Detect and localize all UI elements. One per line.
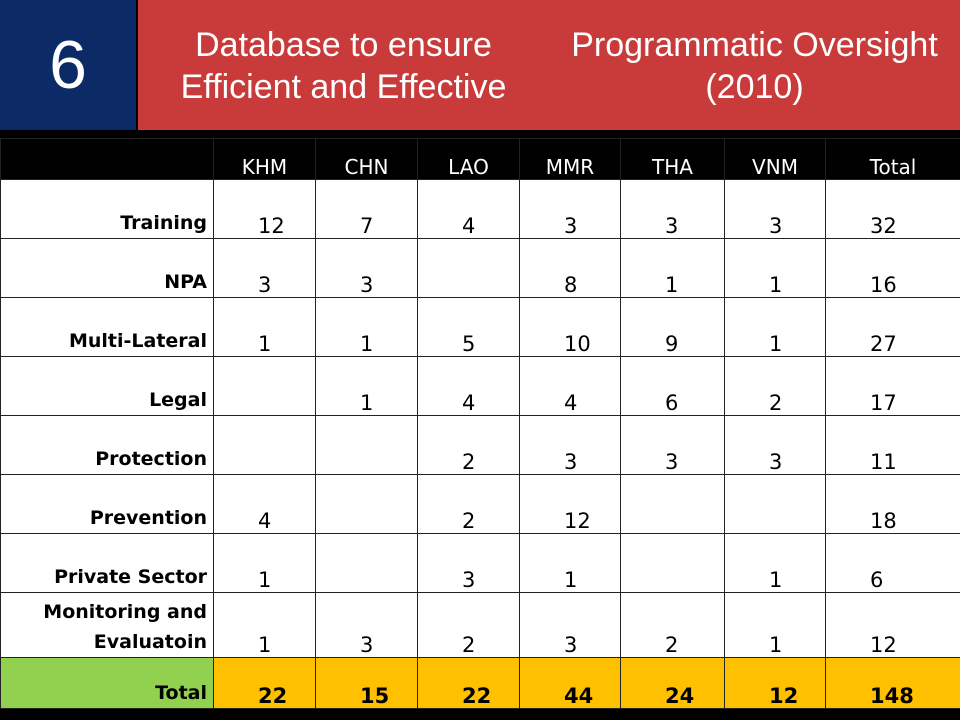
table-cell: 2: [620, 592, 725, 658]
column-header-tha: THA: [620, 138, 725, 180]
table-cell: 1: [724, 533, 826, 593]
table-row: Protection 2 3 3 3 11: [0, 415, 960, 475]
column-header-total: Total: [825, 138, 960, 180]
table-cell: 2: [724, 356, 826, 416]
table-row: Multi-Lateral 1 1 5 10 9 1 27: [0, 297, 960, 357]
table-cell: 1: [315, 297, 418, 357]
row-label: NPA: [0, 238, 214, 298]
table-cell: [724, 474, 826, 534]
table-row: Prevention 4 2 12 18: [0, 474, 960, 534]
row-label: Protection: [0, 415, 214, 475]
title-line-1: Database to ensure Efficient and Effecti…: [180, 26, 507, 106]
row-label: Private Sector: [0, 533, 214, 593]
table-cell: 2: [417, 592, 520, 658]
row-label: Monitoring and Evaluatoin: [0, 592, 214, 658]
table-cell: [315, 474, 418, 534]
table-row: Legal 1 4 4 6 2 17: [0, 356, 960, 416]
table-cell: 32: [825, 179, 960, 239]
table-cell: [315, 533, 418, 593]
total-cell: 24: [620, 657, 725, 709]
column-header-mmr: MMR: [519, 138, 621, 180]
table-cell: 4: [417, 356, 520, 416]
table-cell: 12: [519, 474, 621, 534]
table-cell: 1: [213, 592, 316, 658]
table-cell: 3: [213, 238, 316, 298]
row-label: Legal: [0, 356, 214, 416]
slide-number: 6: [0, 0, 138, 130]
table-cell: 1: [213, 297, 316, 357]
column-header-lao: LAO: [417, 138, 520, 180]
title-line-2: Programmatic Oversight (2010): [571, 26, 938, 106]
table-row: Monitoring and Evaluatoin 1 3 2 3 2 1 12: [0, 592, 960, 658]
table-cell: 3: [620, 415, 725, 475]
table-cell: 2: [417, 415, 520, 475]
table-cell: 1: [213, 533, 316, 593]
table-cell: 4: [417, 179, 520, 239]
table-cell: 6: [825, 533, 960, 593]
table-cell: 8: [519, 238, 621, 298]
slide-title: Database to ensure Efficient and Effecti…: [138, 0, 960, 130]
table-cell: 4: [213, 474, 316, 534]
table-cell: 1: [315, 356, 418, 416]
table-cell: 11: [825, 415, 960, 475]
table-cell: 5: [417, 297, 520, 357]
row-label: Training: [0, 179, 214, 239]
table-cell: [620, 533, 725, 593]
table-cell: 16: [825, 238, 960, 298]
table-row: Training 12 7 4 3 3 3 32: [0, 179, 960, 239]
table-cell: 12: [825, 592, 960, 658]
total-label: Total: [0, 657, 214, 709]
data-table: KHM CHN LAO MMR THA VNM Total Training 1…: [0, 138, 960, 709]
table-cell: 3: [724, 415, 826, 475]
table-cell: 3: [620, 179, 725, 239]
total-cell: 22: [417, 657, 520, 709]
table-cell: [620, 474, 725, 534]
row-label: Prevention: [0, 474, 214, 534]
table-cell: 4: [519, 356, 621, 416]
total-cell: 15: [315, 657, 418, 709]
table-cell: 1: [724, 592, 826, 658]
total-cell: 44: [519, 657, 621, 709]
table-cell: 3: [417, 533, 520, 593]
table-cell: [213, 415, 316, 475]
row-label: Multi-Lateral: [0, 297, 214, 357]
table-cell: 3: [519, 179, 621, 239]
column-header-stub: [0, 138, 214, 180]
table-cell: 2: [417, 474, 520, 534]
table-cell: 18: [825, 474, 960, 534]
total-cell: 148: [825, 657, 960, 709]
table-cell: 1: [724, 297, 826, 357]
table-cell: 7: [315, 179, 418, 239]
table-cell: 9: [620, 297, 725, 357]
total-cell: 22: [213, 657, 316, 709]
table-cell: [417, 238, 520, 298]
column-header-khm: KHM: [213, 138, 316, 180]
table-cell: [315, 415, 418, 475]
table-cell: 10: [519, 297, 621, 357]
total-row: Total 22 15 22 44 24 12 148: [0, 657, 960, 709]
header-row: KHM CHN LAO MMR THA VNM Total: [0, 138, 960, 180]
table-row: Private Sector 1 3 1 1 6: [0, 533, 960, 593]
table-cell: 1: [620, 238, 725, 298]
table-cell: [213, 356, 316, 416]
table-row: NPA 3 3 8 1 1 16: [0, 238, 960, 298]
table-cell: 3: [519, 415, 621, 475]
table-cell: 1: [724, 238, 826, 298]
table-cell: 12: [213, 179, 316, 239]
total-cell: 12: [724, 657, 826, 709]
table-cell: 3: [724, 179, 826, 239]
column-header-vnm: VNM: [724, 138, 826, 180]
table-cell: 1: [519, 533, 621, 593]
table-cell: 27: [825, 297, 960, 357]
table-cell: 17: [825, 356, 960, 416]
column-header-chn: CHN: [315, 138, 418, 180]
table-cell: 3: [315, 238, 418, 298]
table-cell: 6: [620, 356, 725, 416]
table-cell: 3: [315, 592, 418, 658]
table-cell: 3: [519, 592, 621, 658]
